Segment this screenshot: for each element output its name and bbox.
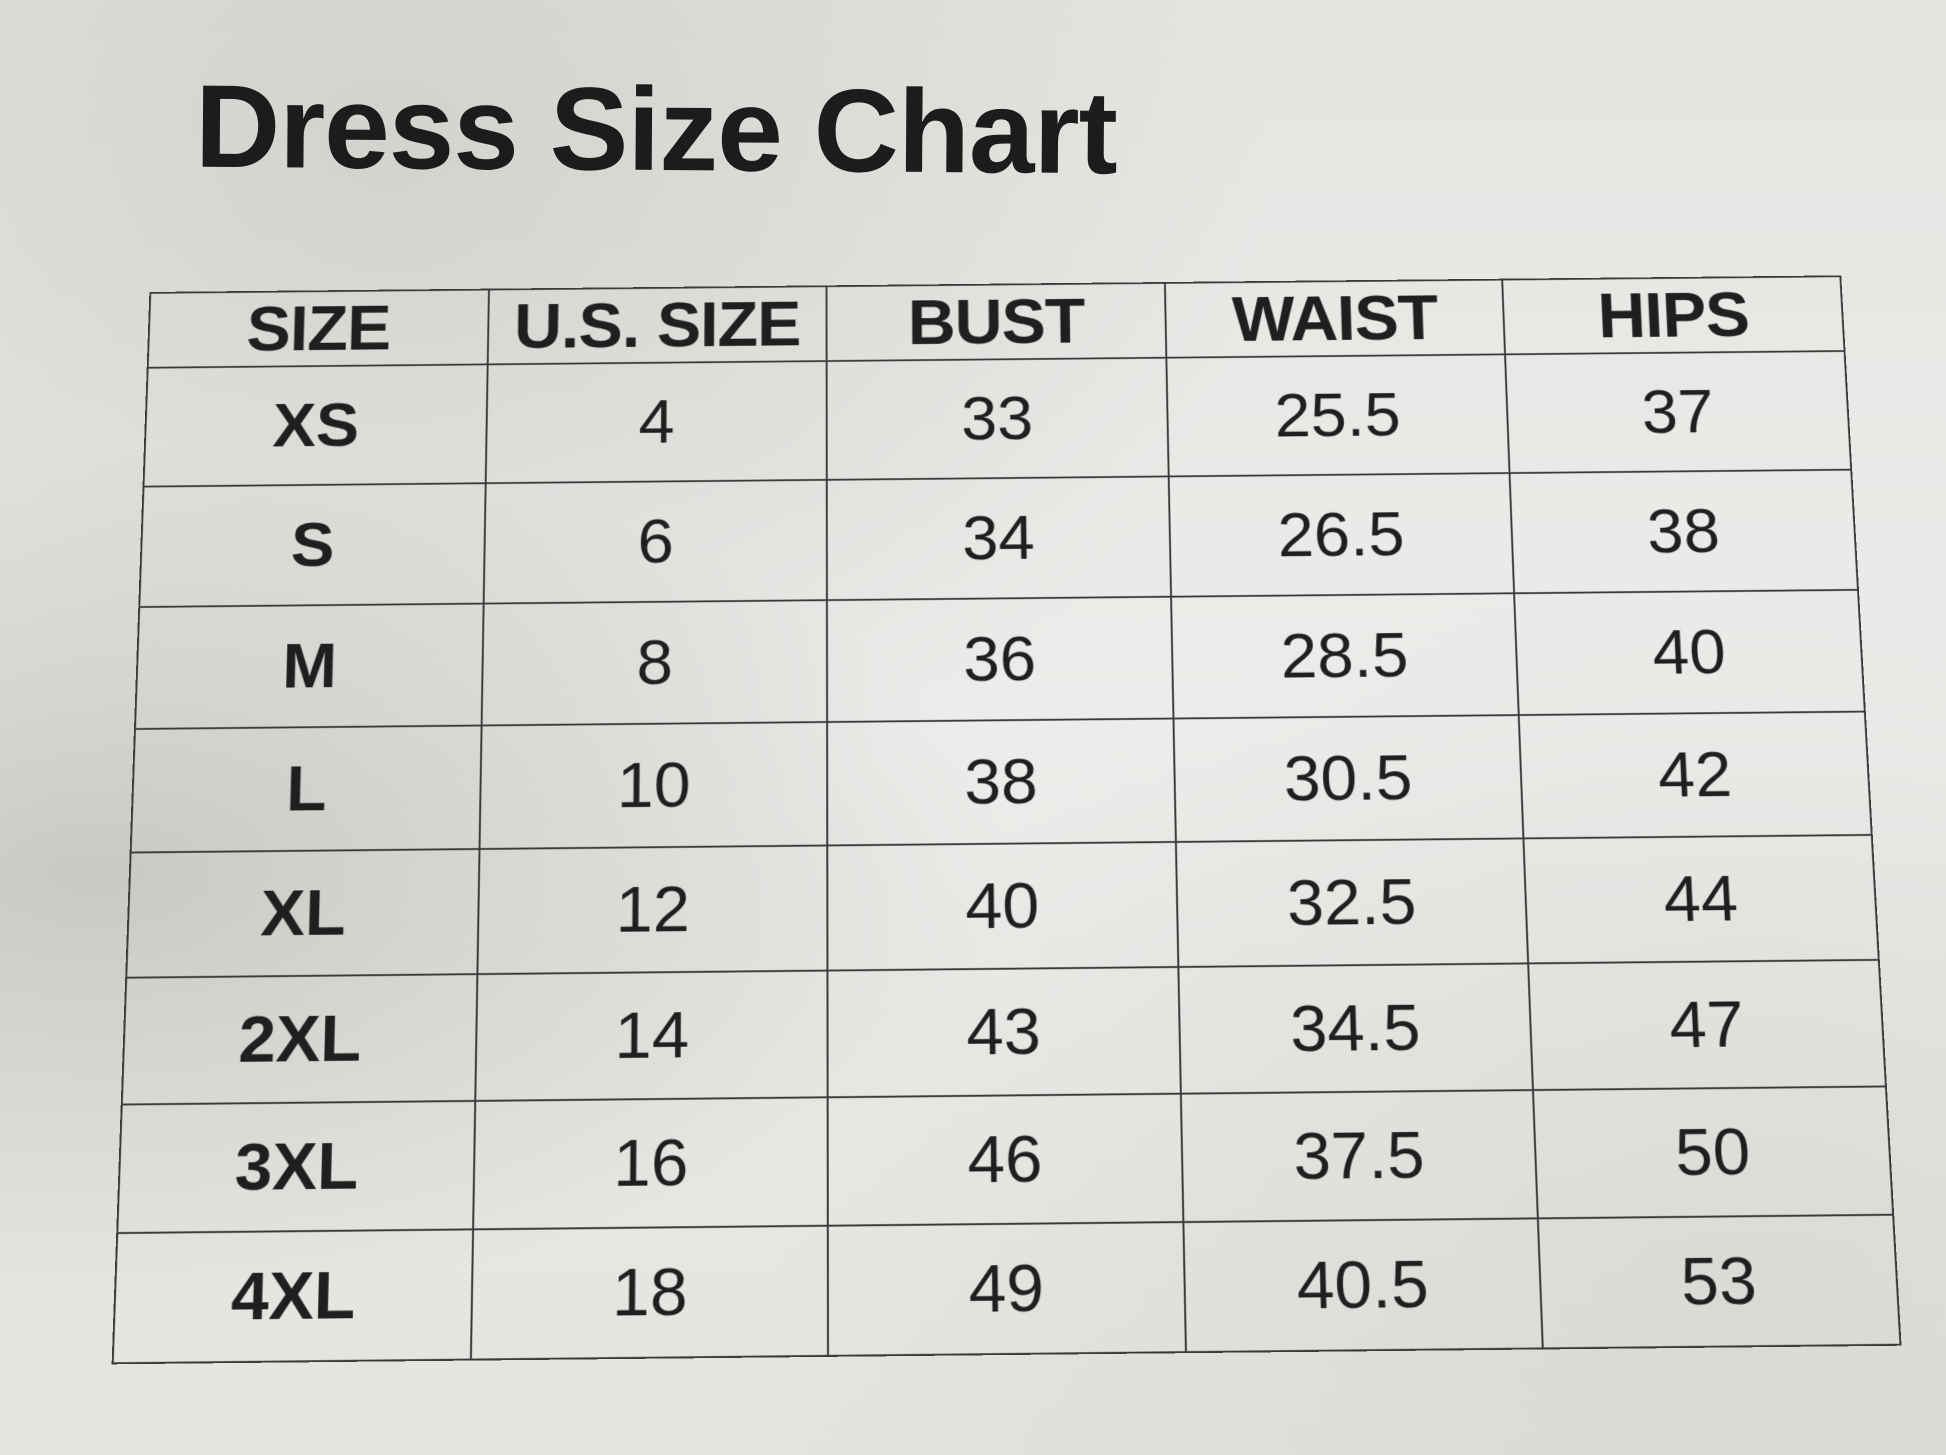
cell-size: 3XL (117, 1100, 475, 1234)
cell-bust: 36 (827, 596, 1174, 723)
cell-bust: 40 (827, 841, 1179, 971)
cell-waist: 40.5 (1183, 1218, 1544, 1353)
cell-us-size: 10 (479, 722, 828, 849)
size-chart-table-container: SIZE U.S. SIZE BUST WAIST HIPS XS 4 33 25.5 37 S 6… (112, 275, 1902, 1364)
column-header-us-size: U.S. SIZE (487, 286, 827, 365)
page-title: Dress Size Chart (194, 60, 1118, 200)
cell-size: L (130, 725, 482, 853)
table-row: 3XL 16 46 37.5 50 (117, 1086, 1894, 1234)
cell-hips: 40 (1514, 589, 1865, 716)
cell-hips: 47 (1528, 959, 1886, 1091)
cell-size: XS (143, 364, 488, 487)
cell-us-size: 16 (472, 1097, 828, 1230)
cell-waist: 34.5 (1178, 963, 1534, 1094)
cell-bust: 43 (827, 966, 1181, 1098)
cell-hips: 44 (1523, 834, 1879, 964)
cell-us-size: 6 (483, 479, 828, 604)
cell-size: XL (126, 848, 480, 978)
column-header-size: SIZE (147, 289, 489, 368)
cell-size: S (139, 483, 486, 608)
table-row: L 10 38 30.5 42 (130, 711, 1872, 853)
cell-size: 2XL (121, 974, 477, 1105)
cell-hips: 50 (1533, 1086, 1894, 1219)
cell-size: M (134, 603, 484, 729)
cell-bust: 49 (827, 1222, 1186, 1356)
table-row: XL 12 40 32.5 44 (126, 834, 1879, 978)
table-row: 2XL 14 43 34.5 47 (121, 959, 1886, 1105)
cell-waist: 37.5 (1180, 1090, 1539, 1223)
cell-waist: 30.5 (1173, 715, 1524, 842)
cell-waist: 26.5 (1168, 473, 1515, 597)
cell-waist: 28.5 (1170, 593, 1520, 719)
cell-us-size: 18 (470, 1225, 829, 1360)
cell-bust: 34 (826, 476, 1171, 601)
column-header-hips: HIPS (1502, 276, 1845, 355)
table-row: XS 4 33 25.5 37 (143, 351, 1852, 487)
table-row: 4XL 18 49 40.5 53 (112, 1214, 1901, 1364)
cell-waist: 25.5 (1166, 354, 1510, 477)
cell-us-size: 8 (481, 600, 828, 726)
cell-us-size: 14 (474, 970, 828, 1101)
cell-bust: 33 (826, 357, 1169, 480)
table-row: M 8 36 28.5 40 (134, 589, 1865, 729)
table-row: S 6 34 26.5 38 (139, 469, 1858, 608)
cell-bust: 38 (827, 718, 1176, 846)
cell-hips: 37 (1505, 351, 1852, 474)
cell-hips: 38 (1509, 469, 1858, 594)
cell-size: 4XL (112, 1229, 473, 1364)
cell-waist: 32.5 (1175, 838, 1529, 967)
cell-hips: 53 (1538, 1214, 1901, 1349)
size-chart-table: SIZE U.S. SIZE BUST WAIST HIPS XS 4 33 25.5 37 S 6… (112, 275, 1902, 1364)
table-body: XS 4 33 25.5 37 S 6 34 26.5 38 M 8 36 28.5 40 L 10 38 30.5… (112, 351, 1901, 1364)
cell-us-size: 4 (485, 361, 827, 484)
cell-bust: 46 (827, 1093, 1184, 1226)
cell-us-size: 12 (476, 845, 828, 975)
column-header-waist: WAIST (1164, 279, 1506, 358)
cell-hips: 42 (1519, 711, 1872, 839)
column-header-bust: BUST (826, 282, 1167, 362)
